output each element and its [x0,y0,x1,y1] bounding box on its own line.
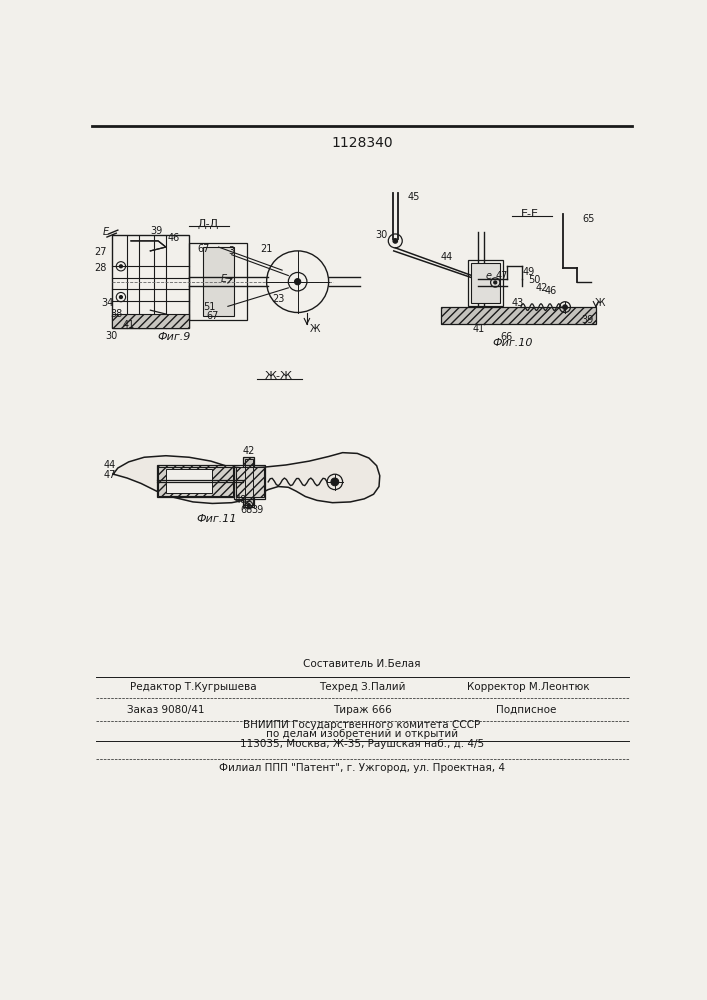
Text: Редактор Т.Кугрышева: Редактор Т.Кугрышева [129,682,257,692]
Text: 1128340: 1128340 [331,136,393,150]
Text: 39: 39 [251,505,264,515]
Text: 28: 28 [95,263,107,273]
Text: Ж: Ж [310,324,320,334]
Text: 38: 38 [110,309,122,319]
Text: Филиал ППП "Патент", г. Ужгород, ул. Проектная, 4: Филиал ППП "Патент", г. Ужгород, ул. Про… [219,763,505,773]
Text: E: E [103,227,108,237]
Text: по делам изобретений и открытий: по делам изобретений и открытий [266,729,458,739]
Text: ВНИИПИ Государственного комитета СССР: ВНИИПИ Государственного комитета СССР [243,720,481,730]
Text: 44: 44 [440,252,452,262]
Text: 67: 67 [197,244,209,254]
Text: 39: 39 [581,315,594,325]
Circle shape [295,279,300,285]
Text: 43: 43 [512,298,524,308]
Bar [472,263,500,303]
Text: 46: 46 [168,233,180,243]
Text: 47: 47 [103,470,115,480]
Circle shape [119,296,122,299]
Text: Фиг.10: Фиг.10 [493,338,533,348]
Text: 46: 46 [545,286,557,296]
Text: Ж: Ж [595,298,605,308]
Text: 27: 27 [95,247,107,257]
Text: Фиг.11: Фиг.11 [196,514,237,524]
Circle shape [393,239,397,243]
Text: 44: 44 [103,460,115,470]
Text: Заказ 9080/41: Заказ 9080/41 [127,705,204,715]
Text: E: E [221,274,227,284]
Text: 113035, Москва, Ж-35, Раушская наб., д. 4/5: 113035, Москва, Ж-35, Раушская наб., д. … [240,739,484,749]
Bar [156,465,234,497]
Text: 67: 67 [206,311,218,321]
Text: Составитель И.Белая: Составитель И.Белая [303,659,421,669]
Circle shape [563,305,567,309]
Text: 30: 30 [375,231,387,240]
Bar [158,466,233,496]
Text: 49: 49 [522,267,534,277]
Text: 51: 51 [203,302,216,312]
Bar [166,469,212,493]
Text: 45: 45 [408,192,420,202]
Text: 30: 30 [105,331,118,341]
Bar [112,314,189,328]
Bar [189,243,247,320]
Polygon shape [113,453,380,503]
Bar [203,247,234,316]
Text: 42: 42 [536,283,548,293]
Text: 68: 68 [240,505,252,515]
Text: 21: 21 [260,244,273,254]
Bar [112,235,189,328]
Circle shape [331,478,339,486]
Text: 42: 42 [243,446,255,456]
Text: 23: 23 [272,294,284,304]
Bar [468,260,503,306]
Bar [245,459,252,505]
Text: Корректор М.Леонтюк: Корректор М.Леонтюк [467,682,590,692]
Bar [441,307,596,324]
Text: Фиг.9: Фиг.9 [157,332,190,342]
Circle shape [493,281,497,284]
Text: 34: 34 [101,298,113,308]
Text: Е-Е: Е-Е [521,209,539,219]
Text: Техред З.Палий: Техред З.Палий [319,682,405,692]
Circle shape [247,503,250,507]
Text: 50: 50 [528,275,540,285]
Text: 65: 65 [582,214,595,224]
Text: Тираж 666: Тираж 666 [332,705,392,715]
Text: 39: 39 [151,226,163,236]
Text: Д-Д: Д-Д [198,219,219,229]
Text: 66: 66 [501,332,513,342]
Circle shape [119,265,122,268]
Text: 48: 48 [234,495,247,505]
Text: 41: 41 [122,320,135,330]
Bar [235,466,264,497]
Text: Ж-Ж: Ж-Ж [264,371,292,381]
Bar [243,457,255,507]
Text: 3: 3 [228,246,235,256]
Text: 41: 41 [472,324,484,334]
Text: 47: 47 [496,271,508,281]
Bar [234,465,265,499]
Text: e: e [485,271,491,281]
Text: Подписное: Подписное [496,705,556,715]
